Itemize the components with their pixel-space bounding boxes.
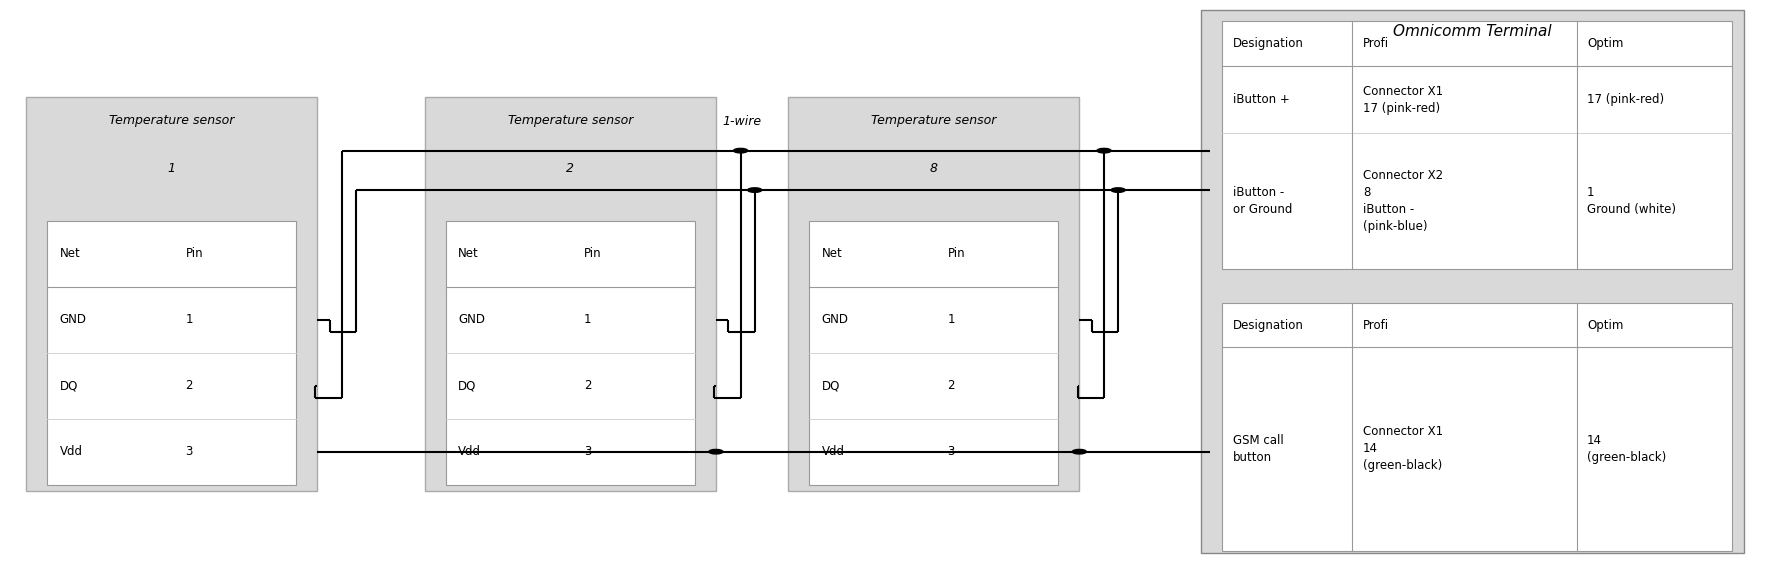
Text: Optim: Optim: [1587, 37, 1624, 50]
Circle shape: [709, 449, 723, 454]
Text: 3: 3: [186, 445, 193, 458]
Text: Temperature sensor: Temperature sensor: [507, 114, 633, 127]
Text: 2: 2: [947, 379, 956, 392]
Circle shape: [1073, 449, 1087, 454]
Circle shape: [733, 148, 747, 153]
Text: DQ: DQ: [822, 379, 839, 392]
Text: 1: 1: [186, 314, 193, 327]
Text: DQ: DQ: [458, 379, 477, 392]
Text: Designation: Designation: [1233, 37, 1304, 50]
Text: 1
Ground (white): 1 Ground (white): [1587, 186, 1677, 216]
Text: 17 (pink-red): 17 (pink-red): [1587, 93, 1665, 106]
Text: DQ: DQ: [60, 379, 78, 392]
Text: Net: Net: [822, 247, 843, 260]
Text: Temperature sensor: Temperature sensor: [110, 114, 235, 127]
FancyBboxPatch shape: [445, 221, 694, 484]
Text: 2: 2: [567, 162, 574, 175]
Text: 3: 3: [585, 445, 592, 458]
Text: Net: Net: [60, 247, 80, 260]
Text: Pin: Pin: [186, 247, 203, 260]
FancyBboxPatch shape: [27, 97, 318, 491]
Text: Connector X1
14
(green-black): Connector X1 14 (green-black): [1362, 426, 1444, 473]
Circle shape: [1097, 148, 1111, 153]
Text: 8: 8: [929, 162, 938, 175]
FancyBboxPatch shape: [1223, 21, 1732, 269]
Text: Pin: Pin: [585, 247, 603, 260]
Text: Temperature sensor: Temperature sensor: [871, 114, 997, 127]
Text: Optim: Optim: [1587, 319, 1624, 332]
Text: Vdd: Vdd: [458, 445, 481, 458]
Text: 1: 1: [947, 314, 956, 327]
Text: GSM call
button: GSM call button: [1233, 434, 1283, 464]
Text: GND: GND: [822, 314, 848, 327]
Text: Profi: Profi: [1362, 37, 1389, 50]
Text: Net: Net: [458, 247, 479, 260]
Text: Profi: Profi: [1362, 319, 1389, 332]
Text: Omnicomm Terminal: Omnicomm Terminal: [1394, 24, 1551, 39]
Text: iButton +: iButton +: [1233, 93, 1290, 106]
FancyBboxPatch shape: [809, 221, 1058, 484]
Text: Connector X1
17 (pink-red): Connector X1 17 (pink-red): [1362, 84, 1444, 114]
Text: 14
(green-black): 14 (green-black): [1587, 434, 1666, 464]
FancyBboxPatch shape: [1202, 10, 1744, 554]
Text: GND: GND: [458, 314, 486, 327]
Text: 1: 1: [585, 314, 592, 327]
Text: Vdd: Vdd: [822, 445, 845, 458]
FancyBboxPatch shape: [1223, 303, 1732, 551]
FancyBboxPatch shape: [424, 97, 716, 491]
Circle shape: [747, 188, 762, 192]
Text: iButton -
or Ground: iButton - or Ground: [1233, 186, 1292, 216]
Text: Vdd: Vdd: [60, 445, 83, 458]
FancyBboxPatch shape: [48, 221, 297, 484]
Text: 2: 2: [585, 379, 592, 392]
FancyBboxPatch shape: [788, 97, 1080, 491]
Text: 1-wire: 1-wire: [723, 115, 762, 128]
Text: 1: 1: [168, 162, 175, 175]
Text: Designation: Designation: [1233, 319, 1304, 332]
Text: 2: 2: [186, 379, 193, 392]
Text: Pin: Pin: [947, 247, 965, 260]
Text: Connector X2
8
iButton -
(pink-blue): Connector X2 8 iButton - (pink-blue): [1362, 169, 1444, 233]
Circle shape: [1111, 188, 1126, 192]
Text: GND: GND: [60, 314, 87, 327]
Text: 3: 3: [947, 445, 954, 458]
